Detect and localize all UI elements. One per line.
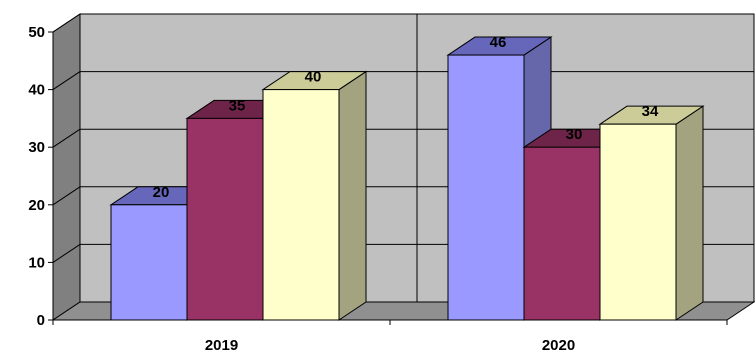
y-tick-label: 20 (28, 197, 45, 214)
gridline-side (52, 71, 81, 91)
bar-side (675, 105, 704, 321)
category-label: 2020 (542, 337, 575, 354)
data-label: 30 (566, 126, 583, 143)
data-label: 46 (490, 34, 507, 51)
data-label: 20 (153, 184, 170, 201)
bar-front (599, 123, 677, 321)
bar (598, 105, 705, 321)
data-label: 34 (642, 103, 659, 120)
y-tick-label: 10 (28, 254, 45, 271)
bar-side (338, 70, 367, 321)
value-axis: 0 10 20 30 40 50 (28, 24, 54, 329)
y-tick-label: 0 (37, 312, 45, 329)
category-label: 2019 (205, 337, 238, 354)
side-wall (52, 13, 81, 321)
bar-front (523, 146, 601, 321)
bar-front (110, 204, 188, 321)
y-tick-label: 40 (28, 82, 45, 99)
bar-front (262, 89, 340, 321)
bar (261, 70, 368, 321)
gridline-side (52, 186, 81, 206)
y-tick-label: 50 (28, 24, 45, 41)
y-tick-label: 30 (28, 139, 45, 156)
gridline-side (52, 13, 81, 33)
data-labels: 20 35 40 46 30 34 (153, 34, 659, 201)
bar-front (447, 54, 525, 321)
bars (109, 36, 705, 321)
gridline-side (52, 128, 81, 148)
bar-front (186, 117, 264, 321)
data-label: 40 (305, 69, 322, 86)
gridline-side (52, 243, 81, 263)
category-axis: 2019 2020 (52, 320, 728, 354)
data-label: 35 (229, 97, 246, 114)
